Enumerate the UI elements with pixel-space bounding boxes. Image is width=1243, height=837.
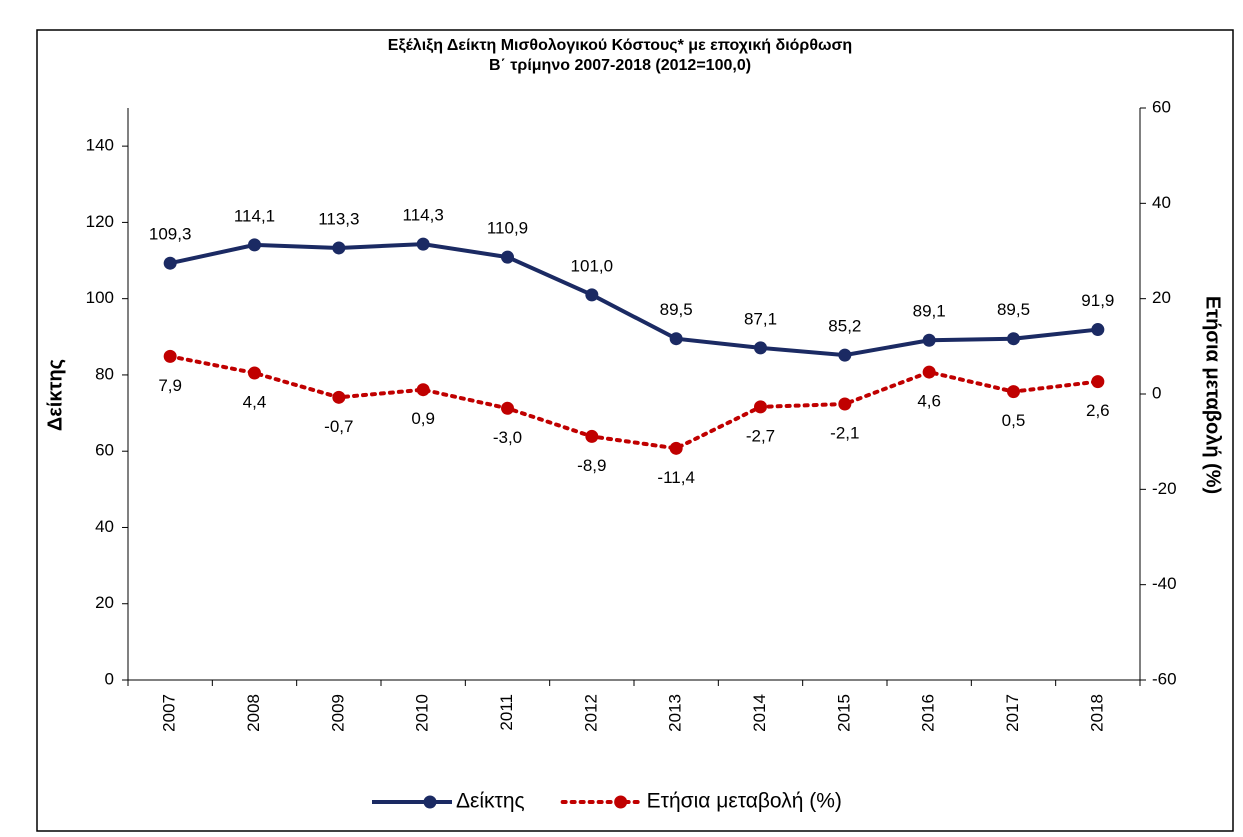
data-label: 109,3 (149, 225, 192, 244)
x-tick-label: 2015 (834, 694, 853, 732)
point (669, 441, 683, 455)
y-tick-label: 80 (95, 364, 114, 383)
point (922, 365, 936, 379)
y2-tick-label: -40 (1152, 574, 1177, 593)
legend-label: Ετήσια μεταβολή (%) (647, 790, 842, 813)
data-label: 7,9 (158, 376, 182, 395)
x-tick-label: 2009 (328, 694, 347, 732)
y-axis-title: Δείκτης (44, 359, 66, 431)
y2-tick-label: -20 (1152, 479, 1177, 498)
point (1091, 375, 1105, 389)
x-tick-label: 2018 (1087, 694, 1106, 732)
y-tick-label: 0 (105, 669, 114, 688)
data-label: -11,4 (657, 468, 695, 487)
point (669, 332, 683, 346)
legend-marker (423, 795, 437, 809)
chart-title: Εξέλιξη Δείκτη Μισθολογικού Κόστους* με … (388, 37, 852, 54)
y-tick-label: 120 (86, 212, 114, 231)
point (838, 348, 852, 362)
y2-tick-label: 60 (1152, 97, 1171, 116)
data-label: 89,1 (913, 302, 946, 321)
y-tick-label: 40 (95, 517, 114, 536)
x-tick-label: 2011 (497, 694, 516, 731)
y-tick-label: 140 (86, 136, 114, 155)
data-label: 89,5 (660, 300, 693, 319)
y2-tick-label: 40 (1152, 193, 1171, 212)
data-label: 91,9 (1081, 291, 1114, 310)
legend-marker (614, 795, 628, 809)
point (248, 366, 261, 380)
point (248, 238, 261, 252)
point (1007, 385, 1020, 399)
data-label: 4,4 (243, 393, 267, 412)
legend-label: Δείκτης (456, 790, 525, 813)
data-label: 89,5 (997, 300, 1030, 319)
x-tick-label: 2012 (581, 694, 600, 732)
point (585, 288, 599, 302)
y-tick-label: 20 (95, 593, 114, 612)
point (163, 349, 177, 363)
data-label: 87,1 (744, 309, 777, 328)
data-label: 4,6 (917, 392, 941, 411)
data-label: -8,9 (577, 456, 606, 475)
point (416, 237, 430, 251)
point (1007, 332, 1020, 346)
x-tick-label: 2014 (750, 694, 769, 732)
y2-tick-label: 20 (1152, 288, 1171, 307)
data-label: -3,0 (493, 428, 522, 447)
x-tick-label: 2017 (1003, 694, 1022, 732)
y2-tick-label: 0 (1152, 383, 1161, 402)
y2-axis-title: Ετήσια μεταβολή (%) (1202, 296, 1224, 494)
point (1091, 323, 1105, 337)
y-tick-label: 60 (95, 441, 114, 460)
point (501, 250, 514, 264)
y-tick-label: 100 (86, 288, 114, 307)
y2-tick-label: -60 (1152, 669, 1177, 688)
point (838, 397, 852, 411)
x-tick-label: 2007 (160, 694, 179, 732)
series-line (168, 354, 1100, 451)
data-label: 0,5 (1002, 411, 1026, 430)
point (585, 429, 599, 443)
data-label: -2,1 (830, 423, 859, 442)
data-label: 101,0 (571, 256, 614, 275)
point (163, 256, 177, 270)
data-label: 114,3 (403, 206, 444, 225)
data-label: 113,3 (318, 209, 359, 228)
point (922, 333, 936, 347)
point (501, 401, 514, 415)
data-label: -0,7 (324, 417, 353, 436)
point (754, 400, 767, 414)
series-line (169, 242, 1099, 358)
x-tick-label: 2008 (244, 694, 263, 732)
x-tick-label: 2016 (919, 694, 938, 732)
point (416, 383, 430, 397)
x-tick-label: 2010 (413, 694, 432, 732)
point (332, 390, 346, 404)
x-tick-label: 2013 (666, 694, 685, 732)
data-label: 2,6 (1086, 401, 1110, 420)
data-label: 0,9 (411, 409, 435, 428)
chart-subtitle: Β΄ τρίμηνο 2007-2018 (2012=100,0) (489, 57, 751, 74)
point (332, 241, 346, 255)
data-label: 85,2 (828, 317, 861, 336)
point (754, 341, 767, 355)
data-label: 110,9 (487, 219, 528, 238)
data-label: 114,1 (234, 206, 275, 225)
chart-border (36, 29, 1234, 832)
data-label: -2,7 (746, 426, 775, 445)
